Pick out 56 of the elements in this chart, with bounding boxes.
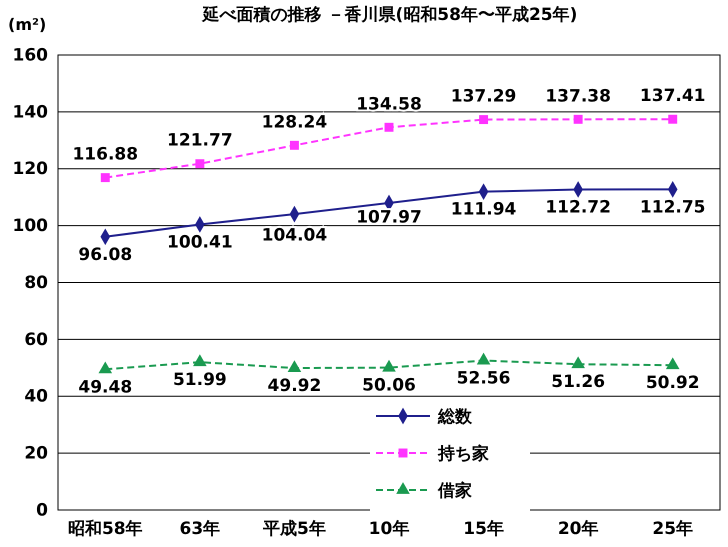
data-label: 137.29 — [450, 86, 516, 107]
data-label: 137.41 — [640, 86, 706, 106]
data-label: 128.24 — [262, 112, 328, 132]
legend-label: 総数 — [437, 407, 473, 427]
data-label: 50.06 — [362, 376, 416, 396]
data-label: 116.88 — [72, 144, 138, 165]
legend-label: 持ち家 — [437, 444, 489, 464]
x-tick-label: 15年 — [463, 519, 504, 540]
data-label: 121.77 — [167, 130, 233, 151]
data-label: 51.26 — [551, 372, 606, 392]
y-axis-title: (m²) — [8, 15, 46, 34]
data-label: 112.75 — [640, 197, 706, 218]
data-label: 137.38 — [545, 86, 611, 106]
y-tick-label: 120 — [12, 159, 48, 180]
data-label: 49.48 — [78, 377, 132, 398]
data-label: 49.92 — [268, 376, 322, 396]
data-label: 52.56 — [456, 368, 510, 389]
y-tick-label: 60 — [24, 330, 48, 350]
point — [98, 361, 112, 374]
point — [288, 360, 302, 372]
data-label: 100.41 — [167, 232, 233, 252]
x-tick-label: 20年 — [558, 519, 598, 540]
point — [193, 354, 207, 366]
legend-label: 借家 — [437, 481, 472, 501]
y-tick-label: 160 — [12, 45, 48, 66]
point — [479, 115, 488, 124]
x-tick-label: 25年 — [652, 519, 694, 540]
y-tick-label: 80 — [24, 272, 48, 293]
y-tick-label: 40 — [24, 386, 48, 407]
data-label: 112.72 — [545, 197, 611, 218]
point — [290, 140, 299, 150]
point — [476, 352, 490, 364]
x-tick-label: 63年 — [180, 519, 220, 540]
y-tick-label: 140 — [12, 102, 48, 122]
y-tick-label: 0 — [36, 500, 48, 520]
point — [384, 122, 394, 132]
data-label: 96.08 — [78, 244, 132, 265]
data-label: 50.92 — [646, 373, 700, 394]
y-tick-label: 20 — [24, 444, 48, 464]
data-label: 104.04 — [262, 226, 328, 246]
x-tick-label: 平成5年 — [262, 519, 326, 540]
y-tick-label: 100 — [12, 216, 48, 236]
point — [666, 357, 680, 370]
point — [100, 173, 110, 182]
chart-title: 延べ面積の推移 －香川県(昭和58年〜平成25年) — [200, 5, 578, 25]
point — [382, 360, 396, 372]
data-label: 134.58 — [356, 94, 422, 114]
point — [195, 159, 204, 168]
point — [668, 114, 678, 124]
data-label: 51.99 — [172, 370, 227, 390]
data-label: 111.94 — [450, 200, 517, 220]
point — [574, 114, 583, 124]
point — [571, 356, 585, 368]
x-tick-label: 10年 — [368, 519, 410, 540]
x-tick-label: 昭和58年 — [68, 519, 143, 540]
data-label: 107.97 — [356, 208, 422, 228]
